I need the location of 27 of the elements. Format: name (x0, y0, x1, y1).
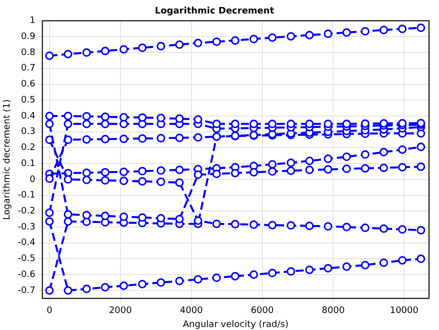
x-tick-label: 10000 (390, 306, 419, 316)
x-tick-label: 2000 (108, 306, 132, 316)
y-tick-label: 0.7 (21, 64, 36, 74)
chart-title: Logarithmic Decrement (154, 6, 275, 17)
y-tick-label: -0.4 (18, 238, 36, 248)
y-tick-label: 0.5 (21, 95, 36, 106)
y-tick-label: -0.2 (18, 206, 36, 216)
y-tick-label: 0.8 (21, 48, 36, 58)
y-tick-label: 0.6 (21, 80, 36, 90)
y-tick-label: 0.4 (21, 111, 36, 122)
x-axis-title: Angular velocity (rad/s) (182, 320, 288, 330)
y-tick-label: 0.9 (21, 32, 36, 42)
x-tick-label: 8000 (322, 306, 345, 316)
y-tick-label: 0 (30, 174, 36, 185)
y-tick-label: 0.1 (21, 158, 36, 169)
y-tick-label: 0.2 (21, 143, 36, 154)
y-tick-label: -0.3 (18, 222, 36, 232)
x-tick-label: 0 (46, 306, 53, 316)
y-tick-label: -0.6 (18, 270, 36, 280)
y-tick-label: 0.3 (21, 127, 36, 138)
y-tick-label: -0.7 (18, 286, 36, 296)
x-tick-label: 6000 (250, 306, 274, 316)
y-tick-label: -0.5 (18, 254, 36, 264)
y-tick-label: 1 (30, 16, 36, 26)
y-tick-label: -0.1 (18, 190, 36, 201)
y-axis-title: Logarithmic decrement (1) (2, 99, 13, 220)
x-tick-label: 4000 (180, 306, 204, 316)
